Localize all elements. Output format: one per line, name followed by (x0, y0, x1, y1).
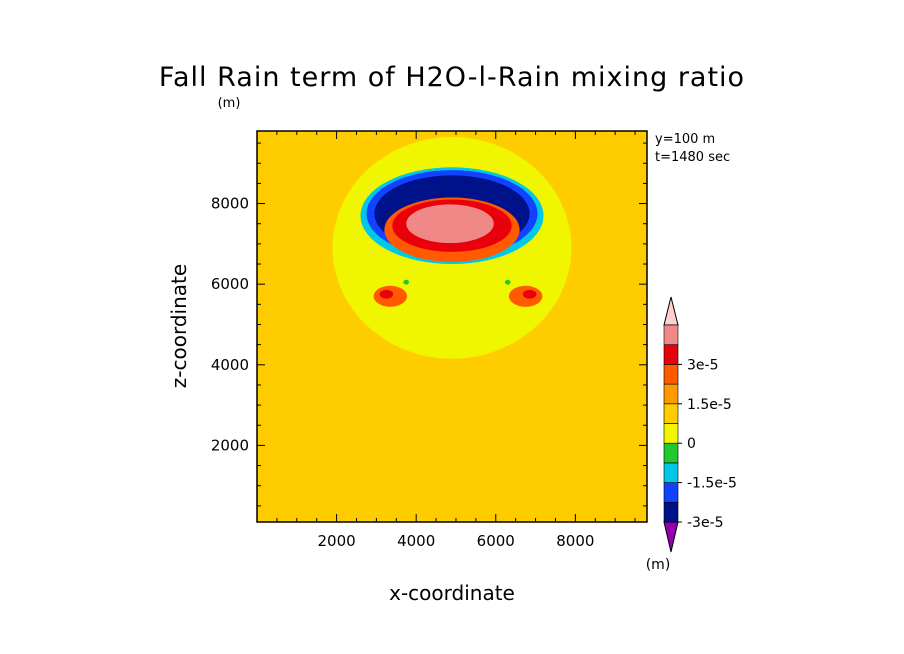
colorbar-band (663, 423, 679, 444)
colorbar-band (663, 501, 679, 523)
colorbar-band (663, 482, 679, 503)
contour-right-green-dot (504, 279, 511, 285)
colorbar-label: -1.5e-5 (687, 476, 737, 492)
annotation-time: t=1480 sec (655, 150, 730, 165)
y-tick-label: 6000 (211, 275, 249, 293)
colorbar-end-high (663, 296, 679, 326)
contour-inner-arc-pink (406, 204, 494, 244)
colorbar-band (663, 383, 679, 405)
contour-left-lobe-red (379, 289, 394, 299)
colorbar: -3e-5 -1.5e-5 0 1.5e-5 3e-5 (663, 296, 737, 553)
colorbar-label: 1.5e-5 (687, 397, 732, 413)
contour-regions (332, 137, 572, 359)
annotation-y: y=100 m (655, 132, 715, 147)
colorbar-label: -3e-5 (687, 515, 724, 531)
colorbar-band (663, 324, 679, 346)
y-tick-label: 2000 (211, 436, 249, 454)
x-tick-label: 8000 (556, 532, 594, 550)
x-axis-title: x-coordinate (389, 581, 515, 605)
colorbar-band (663, 462, 679, 483)
y-axis-title: z-coordinate (167, 264, 191, 388)
x-tick-label: 4000 (397, 532, 435, 550)
colorbar-label: 0 (687, 436, 696, 452)
y-tick-label: 8000 (211, 195, 249, 213)
colorbar-band (663, 442, 679, 464)
y-unit-label: (m) (218, 96, 241, 111)
y-tick-label: 4000 (211, 356, 249, 374)
chart-title: Fall Rain term of H2O-l-Rain mixing rati… (159, 62, 745, 93)
x-tick-label: 6000 (477, 532, 515, 550)
colorbar-label: 3e-5 (687, 357, 718, 373)
contour-left-green-dot (403, 279, 410, 285)
colorbar-unit: (m) (646, 557, 671, 573)
x-tick-label: 2000 (317, 532, 355, 550)
axis-ticks: 2000 4000 6000 8000 2000 4000 6000 8000 (211, 131, 647, 550)
plot-frame (256, 130, 648, 523)
colorbar-end-low (663, 521, 679, 553)
colorbar-band (663, 403, 679, 424)
colorbar-band (663, 364, 679, 385)
plot-area: 2000 4000 6000 8000 2000 4000 6000 8000 (211, 130, 648, 550)
colorbar-band (663, 344, 679, 365)
contour-right-lobe-red (522, 289, 537, 299)
